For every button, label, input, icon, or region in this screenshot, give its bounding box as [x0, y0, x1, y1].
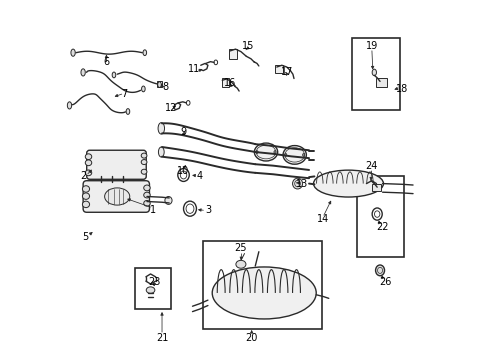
Bar — [376, 78, 386, 87]
Text: 8: 8 — [162, 82, 168, 92]
Ellipse shape — [371, 69, 376, 76]
Ellipse shape — [375, 265, 384, 276]
Ellipse shape — [158, 82, 161, 87]
Ellipse shape — [82, 201, 89, 208]
Ellipse shape — [85, 160, 92, 166]
Text: 11: 11 — [188, 64, 200, 74]
Text: 2: 2 — [80, 171, 86, 181]
Ellipse shape — [158, 147, 164, 157]
Ellipse shape — [112, 72, 116, 78]
Text: 10: 10 — [177, 166, 189, 176]
Text: 20: 20 — [245, 333, 257, 343]
Ellipse shape — [82, 186, 89, 192]
FancyBboxPatch shape — [86, 150, 146, 179]
Ellipse shape — [85, 154, 92, 159]
Bar — [229, 49, 237, 59]
FancyBboxPatch shape — [83, 181, 149, 212]
Text: 13: 13 — [295, 179, 307, 189]
Ellipse shape — [142, 50, 146, 55]
Bar — [135, 268, 171, 309]
Text: 4: 4 — [196, 171, 203, 181]
Ellipse shape — [142, 86, 145, 92]
Text: 3: 3 — [205, 206, 211, 216]
Ellipse shape — [141, 153, 147, 158]
Ellipse shape — [283, 145, 306, 164]
Ellipse shape — [146, 287, 155, 293]
Text: 9: 9 — [180, 127, 186, 136]
Ellipse shape — [104, 188, 129, 205]
Ellipse shape — [284, 153, 286, 156]
Text: 12: 12 — [164, 103, 177, 113]
Text: 21: 21 — [156, 333, 168, 343]
Bar — [203, 241, 321, 329]
Ellipse shape — [141, 159, 147, 165]
Ellipse shape — [212, 267, 316, 319]
Bar — [357, 176, 403, 257]
Ellipse shape — [85, 170, 92, 176]
Ellipse shape — [302, 153, 304, 156]
Text: 18: 18 — [395, 84, 407, 94]
Text: 6: 6 — [103, 57, 109, 67]
Ellipse shape — [143, 192, 150, 198]
Text: 14: 14 — [317, 215, 329, 224]
Bar — [157, 81, 162, 87]
Ellipse shape — [292, 178, 302, 189]
Bar — [351, 39, 400, 110]
Ellipse shape — [71, 49, 75, 56]
Bar — [371, 184, 380, 192]
Ellipse shape — [254, 143, 277, 161]
Ellipse shape — [141, 169, 147, 174]
Ellipse shape — [82, 193, 89, 199]
Text: 17: 17 — [281, 67, 293, 77]
Text: 7: 7 — [121, 89, 127, 99]
Text: 15: 15 — [242, 41, 254, 50]
Text: 16: 16 — [224, 78, 236, 88]
Ellipse shape — [164, 197, 172, 204]
Text: 24: 24 — [365, 161, 377, 171]
Text: 19: 19 — [365, 41, 377, 50]
Text: 26: 26 — [379, 277, 391, 287]
Ellipse shape — [67, 102, 72, 109]
Ellipse shape — [143, 185, 150, 191]
Bar — [221, 78, 228, 87]
Bar — [275, 64, 283, 73]
Ellipse shape — [313, 170, 383, 197]
Text: 25: 25 — [234, 243, 246, 253]
Text: 5: 5 — [81, 232, 88, 242]
Ellipse shape — [235, 260, 245, 268]
Ellipse shape — [143, 201, 150, 206]
Ellipse shape — [255, 150, 258, 153]
Text: 1: 1 — [150, 206, 156, 216]
Text: 23: 23 — [148, 277, 160, 287]
Ellipse shape — [158, 123, 164, 134]
Ellipse shape — [126, 109, 129, 114]
Ellipse shape — [81, 69, 85, 76]
Ellipse shape — [273, 150, 276, 153]
Text: 22: 22 — [376, 222, 388, 231]
